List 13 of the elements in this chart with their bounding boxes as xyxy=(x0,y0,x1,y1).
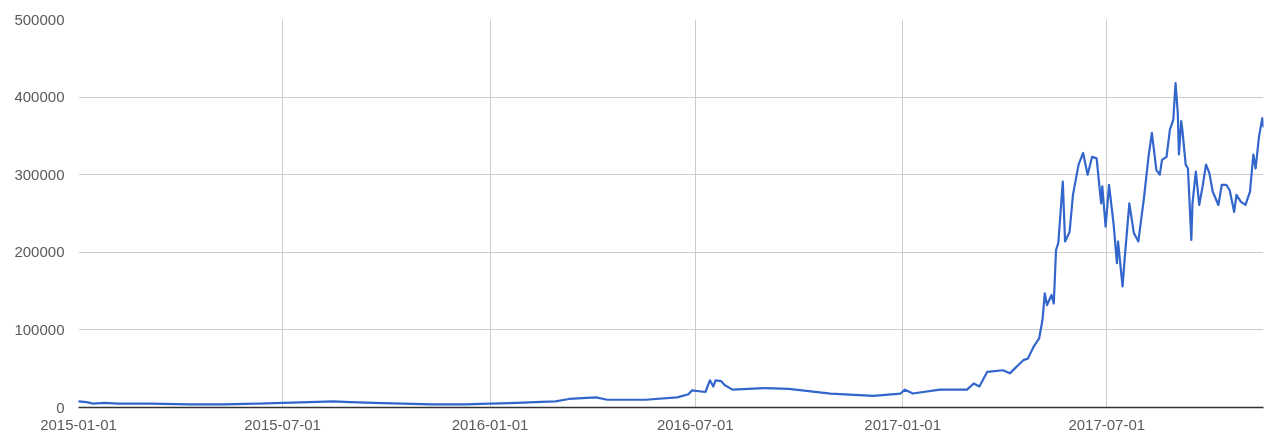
y-tick-label: 0 xyxy=(56,398,65,416)
y-tick-label: 400000 xyxy=(14,88,65,106)
x-tick-label: 2017-01-01 xyxy=(864,415,942,433)
y-tick-label: 200000 xyxy=(14,243,65,261)
y-tick-label: 100000 xyxy=(14,320,65,338)
x-tick-label: 2015-07-01 xyxy=(244,415,321,433)
y-tick-label: 500000 xyxy=(14,10,65,28)
line-series xyxy=(78,82,1264,406)
x-tick-label: 2015-01-01 xyxy=(40,415,117,433)
x-tick-label: 2016-07-01 xyxy=(656,415,734,433)
x-tick-label: 2016-01-01 xyxy=(451,415,529,433)
x-tick-label: 2017-07-01 xyxy=(1068,415,1146,433)
y-tick-label: 300000 xyxy=(14,165,65,183)
